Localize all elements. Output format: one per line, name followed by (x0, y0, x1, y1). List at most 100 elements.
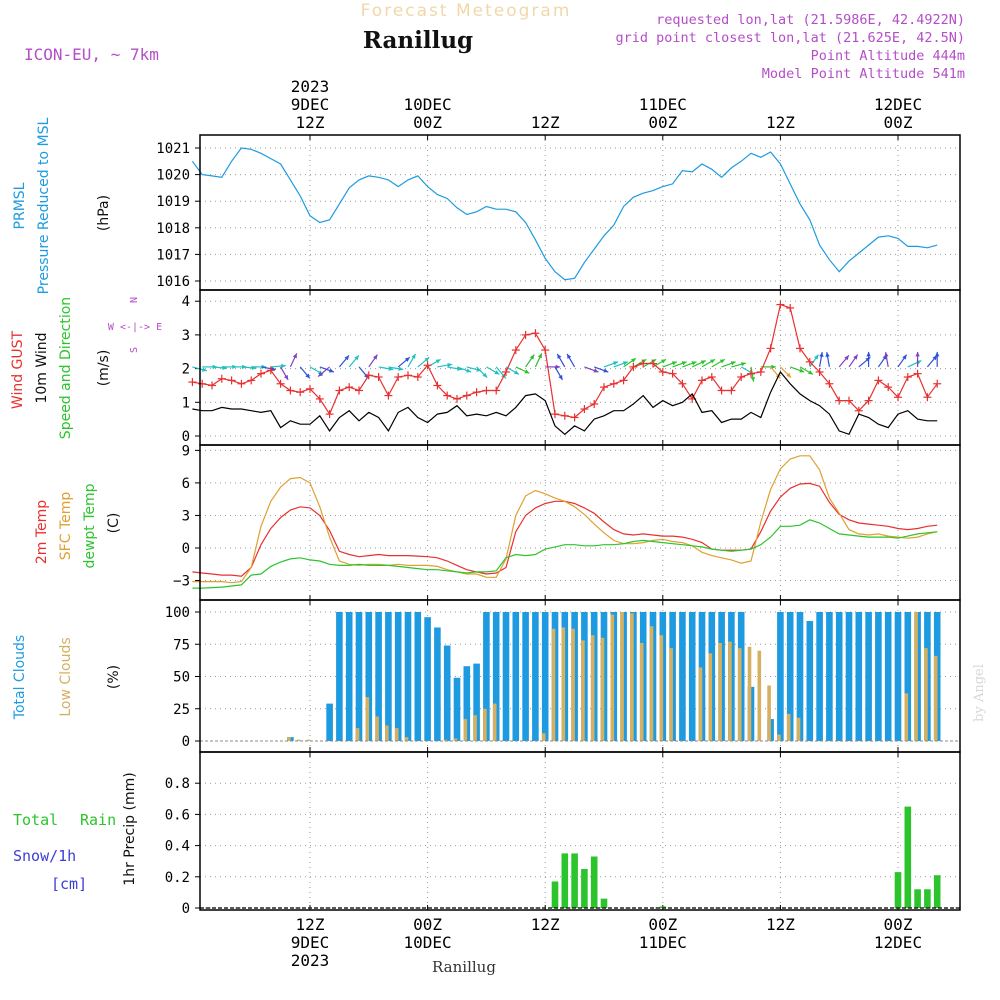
gust-marker (511, 346, 520, 355)
gust-marker (864, 396, 873, 405)
total-cloud-bar (385, 612, 392, 741)
total-clouds-label: Total Clouds (12, 635, 28, 720)
gust-marker (796, 344, 804, 353)
total-cloud-bar (826, 612, 833, 741)
low-cloud-bar (639, 642, 644, 741)
wind-arrow (848, 354, 859, 368)
total-cloud-bar (414, 612, 422, 741)
total-cloud-bar (365, 612, 373, 741)
low-cloud-bar (590, 635, 595, 741)
wind-arrow (368, 354, 378, 368)
precip-mm-label: 1hr Precip (mm) (122, 772, 138, 885)
wind-arrow (897, 354, 908, 368)
total-cloud-bar (679, 612, 686, 741)
low-cloud-bar (394, 728, 399, 741)
wind-arrow (397, 356, 411, 368)
wind-arrow (317, 366, 330, 378)
celsius-label: (C) (106, 513, 122, 534)
gust-marker (933, 379, 942, 388)
total-cloud-bar (816, 612, 823, 741)
wind-arrow (682, 361, 697, 368)
total-cloud-bar (483, 612, 490, 741)
prmsl-label: PRMSL (12, 182, 28, 229)
total-cloud-bar (541, 612, 549, 741)
low-cloud-bar (287, 737, 291, 741)
total-cloud-bar (394, 612, 402, 741)
wind-arrow-head (281, 363, 286, 369)
wind-arrow (884, 352, 889, 368)
bottom-axis-label: 12Z (296, 915, 325, 934)
low-cloud-bar (728, 641, 732, 741)
wind-arrow-head (201, 367, 207, 372)
low-clouds-label: Low Clouds (58, 637, 74, 716)
gust-marker (453, 394, 461, 403)
wind-arrow-head (700, 360, 706, 365)
gust-marker (805, 357, 814, 366)
gust-marker (217, 374, 226, 383)
wind-arrow (388, 366, 404, 371)
precip-labels: Total Rain Snow/1h [cm] 1hr Precip (mm) (13, 772, 138, 893)
grid-point-coords: grid point closest lon,lat (21.625E, 42.… (616, 30, 966, 46)
gust-marker (619, 376, 628, 385)
wind-arrow-head (283, 374, 289, 380)
top-axis-label: 12DEC (874, 95, 922, 114)
total-cloud-bar (326, 703, 333, 741)
wind-arrow (280, 366, 289, 381)
cm-label: [cm] (51, 875, 87, 893)
location-title: Ranillug (363, 27, 473, 54)
snow-label: Snow/1h (13, 847, 76, 865)
gust-marker (707, 373, 716, 382)
gust-marker (658, 367, 667, 376)
total-cloud-bar (336, 612, 343, 741)
wind-arrow (711, 358, 726, 368)
10m-wind-line (192, 370, 938, 436)
total-cloud-bar (796, 612, 804, 741)
wind-arrow (779, 366, 792, 378)
rain-label: Rain (80, 811, 116, 829)
gust-marker (443, 391, 452, 400)
low-cloud-bar (551, 628, 556, 741)
bottom-axis-label: 11DEC (639, 933, 687, 952)
top-axis-label: 12Z (766, 113, 795, 132)
bottom-axis-label: 9DEC (291, 933, 330, 952)
low-cloud-bar (443, 739, 448, 741)
low-cloud-bar (659, 635, 664, 741)
wind-arrow-head (808, 370, 813, 375)
wind-arrow (750, 366, 755, 382)
y-tick-label: 9 (182, 443, 190, 459)
wind-arrow-head (902, 354, 907, 360)
wind-arrow-head (603, 368, 609, 373)
wind-arrow (935, 351, 940, 367)
y-tick-label: 0 (182, 901, 190, 917)
gust-marker (766, 344, 775, 353)
total-cloud-bar (443, 645, 451, 741)
wind-arrow-head (853, 354, 858, 360)
low-cloud-bar (600, 637, 605, 741)
bottom-axis-label: 00Z (413, 915, 442, 934)
wind-arrow-head (398, 366, 404, 371)
total-cloud-bar (532, 612, 539, 741)
low-cloud-bar (296, 739, 301, 741)
wind-arrow-head (613, 361, 619, 366)
low-cloud-bar (365, 697, 370, 741)
wind-arrow-head (305, 373, 310, 379)
model-altitude: Model Point Altitude 541m (762, 66, 965, 82)
wind-arrow-head (524, 369, 530, 374)
gust-marker (600, 383, 608, 392)
temp-dewpt-label: dewpt Temp (82, 483, 98, 568)
gust-marker (384, 391, 393, 400)
gust-marker (325, 410, 334, 419)
low-cloud-bar (355, 728, 360, 741)
gust-marker (727, 386, 736, 395)
wind-arrow-head (557, 353, 562, 359)
wind-arrow (809, 354, 819, 368)
wind-arrow-head (884, 352, 889, 357)
panel-frame (199, 751, 961, 911)
rain-bar (914, 889, 921, 908)
wind-arrow (731, 362, 747, 368)
wind-arrow (476, 366, 488, 378)
wind-arrow-head (354, 355, 359, 361)
y-tick-label: 1021 (156, 141, 190, 157)
